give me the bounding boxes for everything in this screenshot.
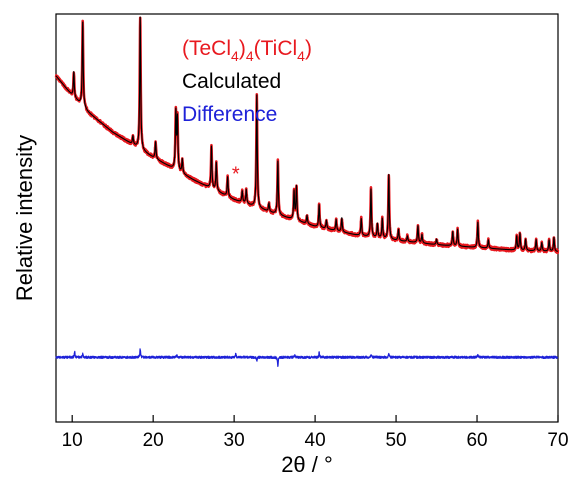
legend-entry-difference: Difference bbox=[182, 103, 277, 126]
x-axis-ticks: 10 20 30 40 50 60 70 bbox=[62, 415, 569, 451]
legend-entry-sample: (TeCl4)4(TiCl4) bbox=[182, 37, 312, 64]
y-axis-label: Relative intensity bbox=[12, 135, 37, 301]
x-tick-label: 40 bbox=[305, 430, 326, 451]
series-group bbox=[54, 16, 560, 367]
x-tick-label: 60 bbox=[466, 430, 487, 451]
x-tick-label: 10 bbox=[62, 430, 83, 451]
plot-frame bbox=[55, 13, 559, 423]
x-tick-label: 70 bbox=[547, 430, 568, 451]
x-tick-label: 50 bbox=[385, 430, 406, 451]
legend: (TeCl4)4(TiCl4) Calculated Difference bbox=[182, 37, 312, 126]
x-tick-label: 30 bbox=[224, 430, 245, 451]
x-tick-label: 20 bbox=[143, 430, 164, 451]
calculated-pattern-line bbox=[55, 16, 559, 252]
x-axis-label: 2θ / ° bbox=[281, 452, 333, 477]
difference-line bbox=[55, 348, 559, 367]
legend-entry-calculated: Calculated bbox=[182, 70, 281, 93]
impurity-marker: * bbox=[232, 164, 240, 186]
